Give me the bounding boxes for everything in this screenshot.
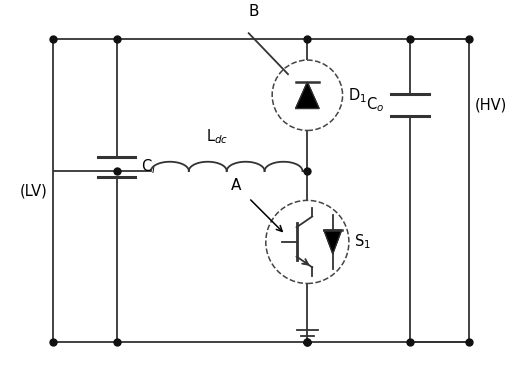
Text: A: A bbox=[231, 178, 242, 193]
Text: C$_o$: C$_o$ bbox=[366, 96, 385, 114]
Text: L$_{dc}$: L$_{dc}$ bbox=[206, 127, 228, 146]
Polygon shape bbox=[324, 230, 342, 254]
Text: C$_i$: C$_i$ bbox=[141, 158, 156, 177]
Text: (HV): (HV) bbox=[475, 98, 507, 113]
Polygon shape bbox=[295, 82, 319, 108]
Text: (LV): (LV) bbox=[19, 183, 47, 198]
Text: S$_1$: S$_1$ bbox=[354, 233, 371, 251]
Text: B: B bbox=[248, 3, 259, 18]
Text: D$_1$: D$_1$ bbox=[348, 86, 367, 104]
